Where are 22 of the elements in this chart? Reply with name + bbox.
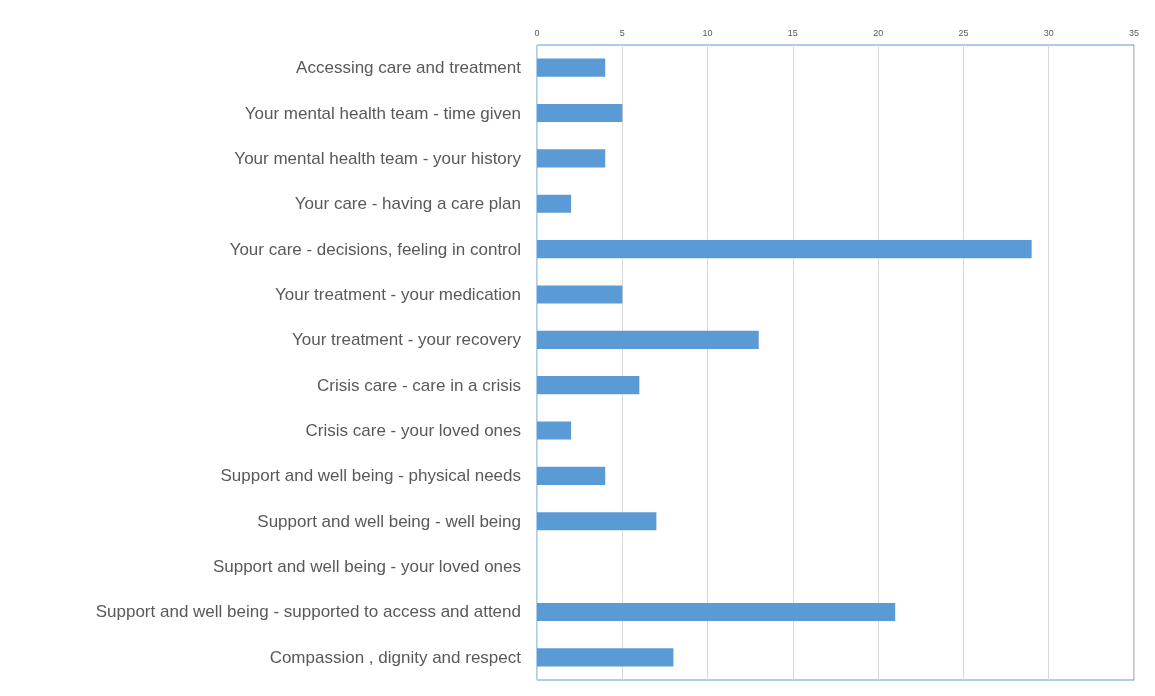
y-tick-label: Your treatment - your medication (275, 284, 521, 304)
x-tick-label: 10 (702, 27, 713, 38)
y-tick-label: Your care - having a care plan (294, 194, 521, 214)
y-tick-label: Support and well being - your loved ones (212, 557, 521, 577)
x-tick-label: 0 (534, 27, 540, 38)
x-tick-label: 30 (1043, 27, 1054, 38)
y-tick-label: Support and well being - well being (257, 511, 521, 531)
y-tick-label: Crisis care - your loved ones (305, 421, 521, 441)
y-tick-label: Your mental health team - time given (244, 103, 521, 123)
y-tick-label: Your care - decisions, feeling in control (229, 239, 521, 259)
y-tick-label: Your treatment - your recovery (292, 330, 522, 350)
y-tick-label: Your mental health team - your history (234, 148, 522, 168)
x-tick-label: 5 (619, 27, 625, 38)
x-tick-label: 20 (873, 27, 884, 38)
y-tick-label: Accessing care and treatment (296, 58, 522, 78)
x-tick-label: 35 (1128, 27, 1140, 38)
y-tick-label: Crisis care - care in a crisis (316, 375, 521, 395)
y-tick-label: Support and well being - supported to access and attend (95, 602, 521, 622)
y-tick-label: Compassion , dignity and respect (269, 647, 522, 667)
x-tick-label: 25 (958, 27, 969, 38)
y-tick-label: Support and well being - physical needs (220, 466, 521, 486)
x-tick-label: 15 (787, 27, 798, 38)
